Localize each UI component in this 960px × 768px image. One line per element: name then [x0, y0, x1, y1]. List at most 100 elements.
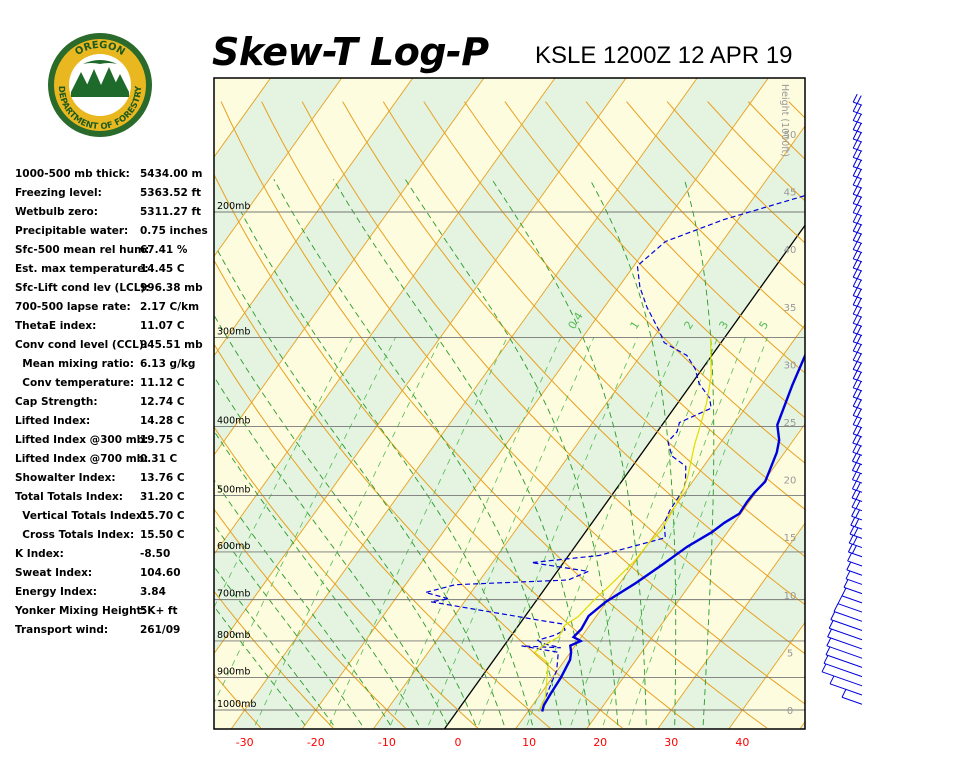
wind-barb-flag: [851, 480, 857, 490]
wind-barb-flag: [855, 454, 861, 463]
wind-barb-flag: [856, 242, 862, 252]
wind-barb-flag: [852, 425, 858, 435]
dry-adiabat: [829, 102, 960, 728]
dry-adiabat: [214, 590, 334, 729]
isotherm: [514, 323, 805, 729]
mixing-ratio-line: [254, 337, 442, 726]
wind-barb-flag: [851, 489, 857, 499]
wind-barb-flag: [856, 132, 862, 141]
wind-barb-flag: [855, 491, 861, 500]
isotherm: [372, 125, 805, 729]
wind-barb-flag: [856, 288, 862, 298]
wind-barb-staff: [821, 671, 863, 687]
wind-barb-flag: [856, 362, 862, 372]
wind-barb-staff: [846, 569, 863, 576]
index-label: Vertical Totals Index:: [15, 510, 147, 522]
wind-barb-flag: [852, 305, 858, 315]
wind-barb-flag: [852, 278, 858, 287]
wind-barb-flag: [829, 675, 835, 685]
wind-barb-staff: [852, 460, 863, 466]
index-label: Mean mixing ratio:: [15, 358, 134, 370]
height-tick-label: 45: [784, 188, 797, 199]
mixing-ratio-line: [602, 337, 746, 726]
wind-barb-staff: [851, 497, 863, 502]
wind-barb-staff: [829, 627, 863, 641]
isotherm: [230, 78, 698, 729]
isotherm-band: [0, 68, 207, 739]
height-tick-label: 20: [784, 476, 797, 487]
isotherm: [214, 78, 414, 357]
wind-barb-flag: [856, 279, 862, 289]
zero-isotherm: [443, 224, 805, 729]
index-value: 996.38 mb: [140, 282, 203, 294]
index-label: Conv cond level (CCL):: [15, 339, 148, 351]
wind-barb-staff: [850, 524, 863, 530]
mixing-ratio-line: [526, 337, 680, 726]
index-value: 3.84: [140, 586, 166, 598]
height-tick-label: 25: [784, 418, 797, 429]
moist-adiabat: [273, 179, 562, 726]
wind-barb-flag: [847, 552, 853, 562]
wind-barb-flag: [856, 445, 862, 454]
index-label: Yonker Mixing Height:: [15, 605, 146, 617]
wind-barb-flag: [852, 536, 858, 545]
dewpoint-line: [423, 194, 805, 712]
wind-barb-flag: [856, 196, 862, 206]
temperature-tick-label: 0: [455, 736, 462, 749]
pressure-label: 700mb: [217, 589, 250, 600]
station-time-label: KSLE 1200Z 12 APR 19: [535, 42, 793, 69]
wind-barb-flag: [852, 158, 858, 167]
index-label: K Index:: [15, 548, 64, 560]
wind-barb-flag: [856, 205, 862, 215]
temperature-tick-label: 10: [522, 736, 536, 749]
wind-barb-staff: [849, 533, 863, 539]
chart-title: Skew-T Log-P: [212, 30, 489, 74]
isotherm-band: [864, 68, 960, 739]
wind-barb-flag: [854, 518, 860, 527]
wind-barb-flag: [856, 298, 862, 307]
wind-barb-flag: [852, 139, 858, 149]
temperature-tick-label: 30: [664, 736, 678, 749]
height-tick-label: 30: [784, 360, 797, 371]
mixing-ratio-line: [214, 337, 353, 609]
wind-barb-staff: [841, 696, 863, 705]
wind-barb-flag: [852, 121, 858, 130]
index-value: 13.76 C: [140, 472, 185, 484]
wind-barb-flag: [851, 462, 857, 471]
index-value: 14.28 C: [140, 415, 185, 427]
wind-barb-flag: [837, 595, 843, 604]
wind-barb-staff: [852, 451, 863, 456]
wind-barb-flag: [852, 434, 858, 444]
wind-barb-staff: [827, 636, 863, 650]
temperature-tick-label: 20: [593, 736, 607, 749]
pressure-label: 800mb: [217, 630, 250, 641]
wind-barb-flag: [852, 167, 858, 177]
wind-barb-flag: [852, 342, 858, 352]
wind-barb-flag: [852, 186, 858, 195]
wind-barb-flag: [852, 333, 858, 342]
wind-barb-flag: [852, 250, 858, 260]
index-value: 15.50 C: [140, 529, 185, 541]
pressure-label: 900mb: [217, 666, 250, 677]
index-value: 945.51 mb: [140, 339, 203, 351]
dry-adiabat: [870, 102, 960, 728]
wind-barb-flag: [850, 516, 856, 526]
wind-barb-flag: [827, 628, 833, 638]
wind-barb-flag: [828, 620, 834, 629]
wind-barb-staff: [848, 551, 863, 558]
index-label: Cap Strength:: [15, 396, 98, 408]
wind-barb-flag: [830, 611, 836, 620]
isotherm: [864, 68, 960, 739]
wind-barb-flag: [833, 603, 839, 612]
index-value: 6.13 g/kg: [140, 358, 196, 370]
wind-barb-staff: [825, 654, 863, 668]
isotherm: [728, 621, 805, 729]
index-label: Conv temperature:: [15, 377, 135, 389]
wind-barb-flag: [855, 500, 861, 509]
wind-barb-flag: [847, 543, 853, 553]
height-tick-label: 50: [784, 130, 797, 141]
moist-adiabat: [683, 179, 715, 726]
wind-barb-flag: [856, 141, 862, 150]
wind-barb-flag: [856, 233, 862, 243]
isotherm: [214, 78, 343, 258]
